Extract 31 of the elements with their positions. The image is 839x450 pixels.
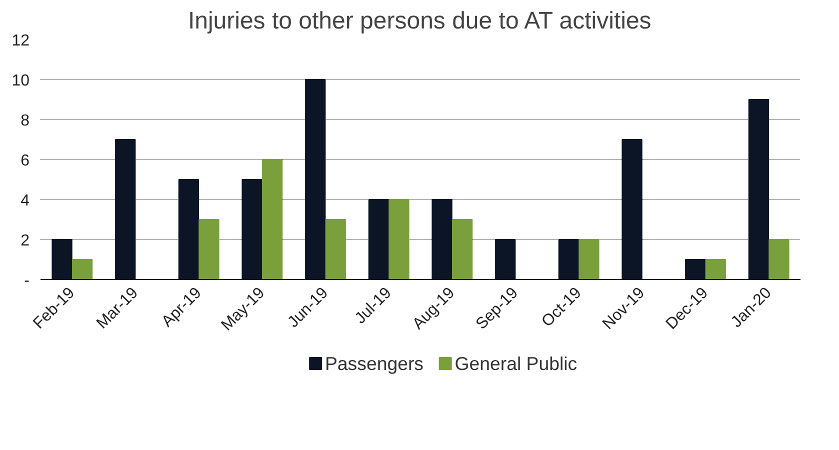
bar [305, 79, 326, 280]
bar [558, 239, 580, 280]
bar [748, 99, 770, 280]
bar [768, 239, 790, 280]
bar [72, 259, 93, 280]
y-tick-label: 2 [20, 232, 30, 250]
bar [198, 219, 220, 280]
bar [262, 159, 283, 280]
bar [452, 219, 473, 280]
bar [52, 239, 72, 280]
bar [368, 199, 390, 280]
bar [705, 259, 726, 280]
bar [178, 179, 200, 280]
bar [432, 199, 452, 280]
bar [578, 239, 600, 280]
y-tick-label: 12 [12, 32, 30, 50]
bar [495, 239, 516, 280]
y-tick-label: 6 [20, 152, 30, 170]
legend-label: General Public [454, 353, 578, 374]
legend-label: Passengers [324, 353, 424, 374]
y-tick-label: 8 [20, 112, 30, 130]
bar [325, 219, 346, 280]
y-tick-label: 10 [12, 72, 30, 90]
y-tick-label: - [24, 272, 30, 290]
bar [685, 259, 706, 280]
bar [115, 139, 136, 280]
y-tick-label: 4 [20, 192, 30, 210]
chart-title: Injuries to other persons due to AT activities [188, 8, 652, 34]
bar [388, 199, 410, 280]
bar [242, 179, 262, 280]
bar [622, 139, 642, 280]
